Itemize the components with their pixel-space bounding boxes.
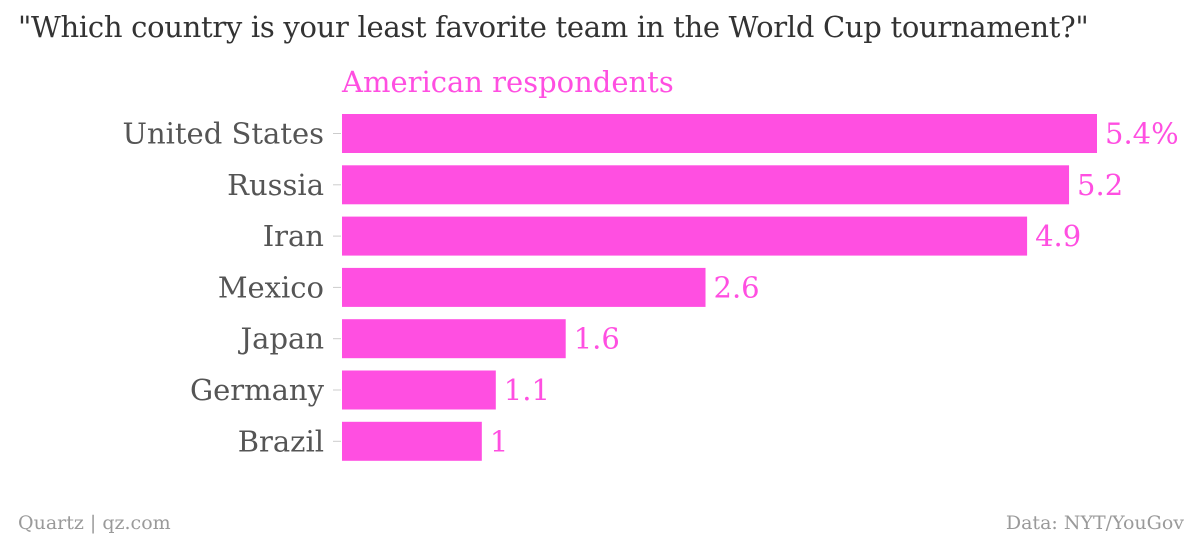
value-label: 4.9 [1035,219,1081,253]
category-label: Japan [238,322,324,356]
footer-credit: Data: NYT/YouGov [1005,512,1184,534]
value-label: 5.4% [1105,117,1179,151]
bar [342,267,706,307]
value-label: 1.1 [504,373,550,407]
category-label: Mexico [218,270,324,304]
value-label: 1 [490,424,508,458]
value-label: 5.2 [1077,168,1123,202]
bar [342,165,1070,205]
category-label: United States [123,117,325,151]
category-label: Russia [227,168,324,202]
category-label: Iran [263,219,324,253]
category-label: Brazil [238,424,324,458]
chart-title: "Which country is your least favorite te… [18,10,1089,44]
bar [342,370,496,410]
bar [342,421,482,461]
series-label: American respondents [341,65,674,99]
footer-source: Quartz | qz.com [18,512,171,534]
value-label: 2.6 [714,270,760,304]
bar [342,319,566,359]
category-label: Germany [190,373,325,407]
bar [342,216,1028,256]
bar [342,114,1097,153]
value-label: 1.6 [574,322,620,356]
